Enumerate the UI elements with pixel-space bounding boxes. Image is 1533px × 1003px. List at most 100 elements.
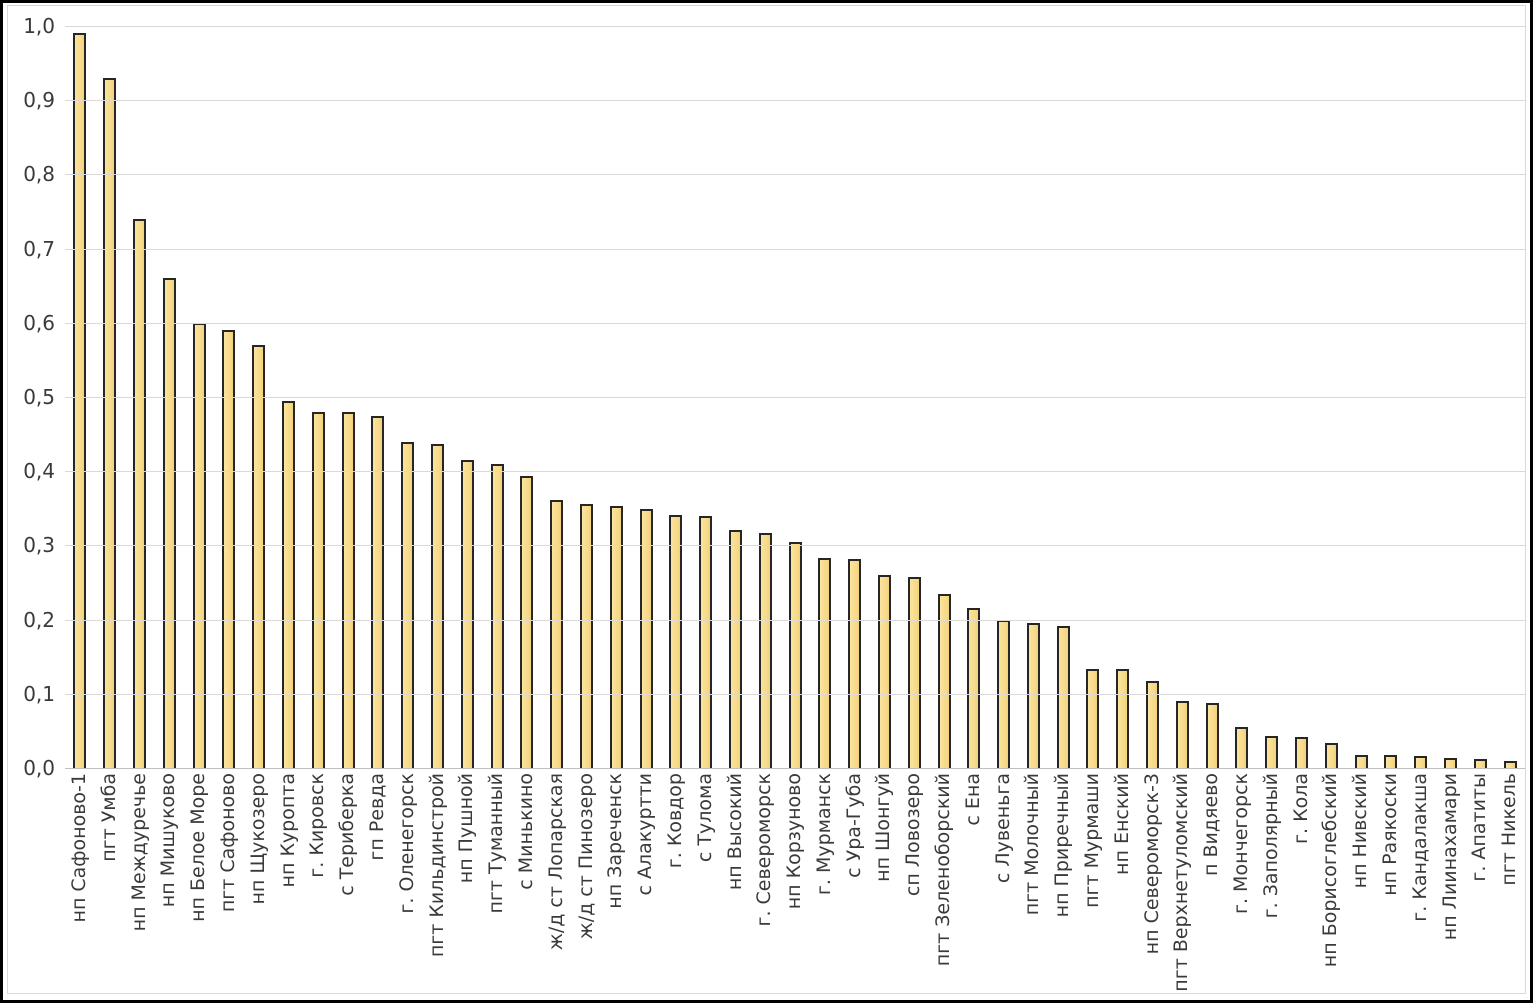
- x-tick-label: с Ена: [961, 773, 984, 826]
- bar: [967, 608, 981, 768]
- gridline: [65, 397, 1525, 398]
- x-tick-cell: г. Кировск: [303, 773, 333, 995]
- x-tick-label: с Минькино: [514, 773, 537, 890]
- bar-slot: [1019, 26, 1049, 768]
- bar-slot: [154, 26, 184, 768]
- bar-slot: [899, 26, 929, 768]
- gridline: [65, 471, 1525, 472]
- bar-slot: [1108, 26, 1138, 768]
- bar: [1444, 758, 1458, 768]
- x-tick-label: нп Сафоново-1: [67, 773, 90, 923]
- x-tick-cell: нп Сафоново-1: [65, 773, 95, 995]
- x-tick-cell: пгт Умба: [95, 773, 125, 995]
- x-tick-cell: сп Ловозеро: [899, 773, 929, 995]
- bar: [1235, 727, 1249, 768]
- x-tick-label: нп Лиинахамари: [1438, 773, 1461, 941]
- bar-slot: [661, 26, 691, 768]
- x-axis: нп Сафоново-1 пгт Умба нп Междуречье нп Миш…: [65, 773, 1525, 995]
- x-tick-cell: нп Лиинахамари: [1436, 773, 1466, 995]
- bar-slot: [1346, 26, 1376, 768]
- gridline: [65, 323, 1525, 324]
- bar-slot: [601, 26, 631, 768]
- x-tick-label: с Тулома: [693, 773, 716, 863]
- x-tick-label: гп Ревда: [365, 773, 388, 861]
- x-tick-cell: пгт Туманный: [482, 773, 512, 995]
- x-tick-cell: гп Ревда: [363, 773, 393, 995]
- x-tick-label: пгт Мурмаши: [1081, 773, 1104, 908]
- bar-slot: [363, 26, 393, 768]
- y-tick-label: 0,2: [23, 608, 55, 632]
- gridline: [65, 100, 1525, 101]
- x-tick-label: пгт Никель: [1498, 773, 1521, 886]
- gridline: [65, 26, 1525, 27]
- x-tick-cell: г. Ковдор: [661, 773, 691, 995]
- gridline: [65, 620, 1525, 621]
- x-tick-label: г. Кола: [1289, 773, 1312, 844]
- x-tick-cell: нп Борисоглебский: [1316, 773, 1346, 995]
- x-tick-cell: пгт Сафоново: [214, 773, 244, 995]
- x-tick-label: нп Мишуково: [157, 773, 180, 908]
- y-tick-label: 0,4: [23, 459, 55, 483]
- x-tick-label: нп Североморск-3: [1140, 773, 1163, 955]
- y-axis: 0,0 0,1 0,2 0,3 0,4 0,5 0,6 0,7 0,8 0,9 1,0: [3, 3, 57, 780]
- bar-slot: [1078, 26, 1108, 768]
- x-tick-cell: нп Мишуково: [154, 773, 184, 995]
- bar: [1056, 626, 1070, 768]
- x-tick-cell: г. Заполярный: [1257, 773, 1287, 995]
- x-tick-cell: с Ура-Губа: [840, 773, 870, 995]
- x-tick-cell: нп Раякоски: [1376, 773, 1406, 995]
- x-tick-cell: нп Высокий: [721, 773, 751, 995]
- x-tick-cell: пгт Молочный: [1019, 773, 1049, 995]
- x-tick-cell: нп Шонгуй: [870, 773, 900, 995]
- y-tick-label: 0,9: [23, 88, 55, 112]
- bar: [490, 464, 504, 768]
- x-tick-label: нп Куропта: [276, 773, 299, 888]
- bar: [401, 442, 415, 768]
- bar: [1175, 701, 1189, 768]
- x-tick-cell: нп Приречный: [1048, 773, 1078, 995]
- y-tick-label: 0,6: [23, 311, 55, 335]
- bar: [1354, 755, 1368, 768]
- bar: [1205, 703, 1219, 768]
- x-tick-label: с Алакуртти: [634, 773, 657, 896]
- y-tick-label: 0,3: [23, 533, 55, 557]
- x-tick-cell: г. Кола: [1287, 773, 1317, 995]
- bar-slot: [333, 26, 363, 768]
- x-tick-label: с Териберка: [336, 773, 359, 896]
- bar-slot: [1436, 26, 1466, 768]
- x-tick-label: г. Североморск: [753, 773, 776, 927]
- x-tick-label: с Лувеньга: [991, 773, 1014, 884]
- bar-slot: [95, 26, 125, 768]
- bar: [460, 460, 474, 768]
- bar-slot: [274, 26, 304, 768]
- bar: [937, 594, 951, 768]
- bar: [1503, 761, 1517, 768]
- bar: [758, 533, 772, 768]
- bar-slot: [1227, 26, 1257, 768]
- x-tick-cell: с Алакуртти: [631, 773, 661, 995]
- gridline: [65, 545, 1525, 546]
- bar: [1414, 756, 1428, 768]
- bar-slot: [1376, 26, 1406, 768]
- bar-slot: [780, 26, 810, 768]
- bar: [1295, 737, 1309, 768]
- x-tick-cell: г. Кандалакша: [1406, 773, 1436, 995]
- x-tick-cell: нп Нивский: [1346, 773, 1376, 995]
- y-tick-label: 0,1: [23, 682, 55, 706]
- x-tick-label: г. Мончегорск: [1230, 773, 1253, 915]
- x-tick-label: нп Междуречье: [127, 773, 150, 932]
- bar-slot: [65, 26, 95, 768]
- bar-slot: [840, 26, 870, 768]
- bar-slot: [1465, 26, 1495, 768]
- x-tick-cell: нп Зареченск: [601, 773, 631, 995]
- x-tick-cell: нп Енский: [1108, 773, 1138, 995]
- x-tick-label: нп Енский: [1110, 773, 1133, 875]
- bar-slot: [125, 26, 155, 768]
- bar-slot: [1048, 26, 1078, 768]
- bar: [728, 530, 742, 768]
- bar-slot: [1316, 26, 1346, 768]
- x-tick-cell: г. Североморск: [750, 773, 780, 995]
- chart-area-frame: [7, 5, 1526, 994]
- plot-area: [65, 3, 1525, 769]
- bar: [818, 558, 832, 768]
